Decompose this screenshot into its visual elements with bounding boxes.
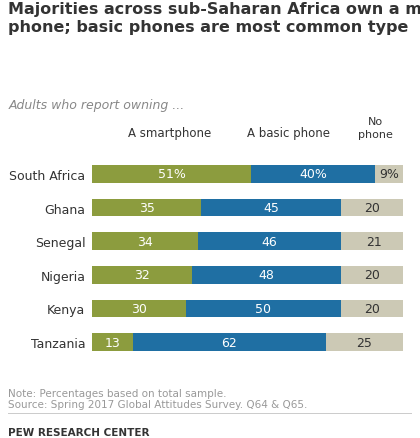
Bar [251,166,375,183]
Text: 13: 13 [105,336,121,349]
Text: A basic phone: A basic phone [247,126,330,139]
Bar [341,233,406,251]
Text: 50: 50 [255,302,271,315]
Bar [201,199,341,217]
Text: 25: 25 [357,336,372,349]
Bar [341,300,403,318]
Text: 46: 46 [262,235,278,248]
Bar [198,233,341,251]
Bar [341,266,403,284]
Text: PEW RESEARCH CENTER: PEW RESEARCH CENTER [8,427,150,437]
Text: 34: 34 [137,235,153,248]
Bar [341,199,403,217]
Text: 32: 32 [134,269,150,282]
Text: 20: 20 [364,269,380,282]
Text: 30: 30 [131,302,147,315]
Text: 20: 20 [364,302,380,315]
Text: 45: 45 [263,201,279,215]
Text: 62: 62 [221,336,237,349]
Bar [326,334,403,351]
Text: A smartphone: A smartphone [129,126,212,139]
Text: 40%: 40% [299,168,327,181]
Bar [192,266,341,284]
Bar [92,199,201,217]
Bar [92,266,192,284]
Text: 48: 48 [259,269,274,282]
Bar [133,334,326,351]
Text: 20: 20 [364,201,380,215]
Text: 35: 35 [139,201,155,215]
Text: 51%: 51% [158,168,186,181]
Text: 21: 21 [366,235,381,248]
Text: Adults who report owning ...: Adults who report owning ... [8,99,185,112]
Bar [92,334,133,351]
Bar [92,300,186,318]
Text: No
phone: No phone [358,117,393,139]
Bar [186,300,341,318]
Bar [92,233,198,251]
Text: Majorities across sub-Saharan Africa own a mobile
phone; basic phones are most c: Majorities across sub-Saharan Africa own… [8,2,420,35]
Text: 9%: 9% [379,168,399,181]
Text: Note: Percentages based on total sample.
Source: Spring 2017 Global Attitudes Su: Note: Percentages based on total sample.… [8,388,308,409]
Bar [375,166,403,183]
Bar [92,166,251,183]
